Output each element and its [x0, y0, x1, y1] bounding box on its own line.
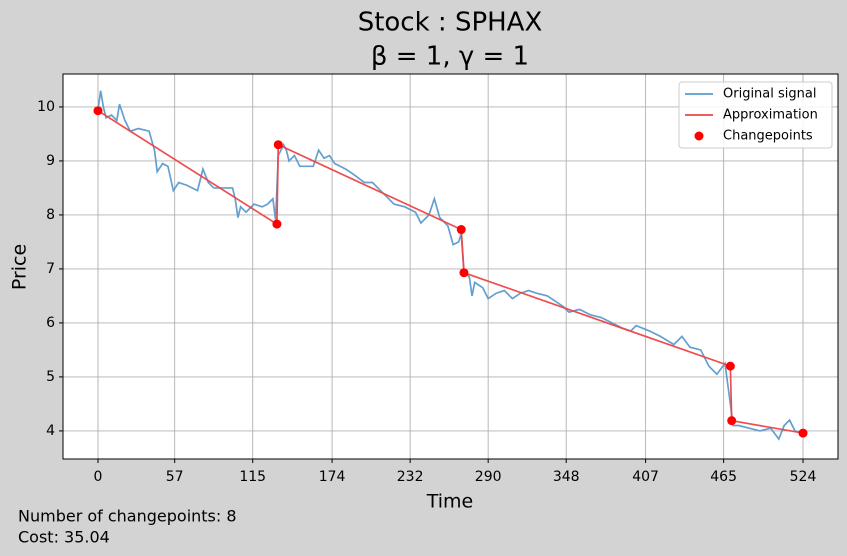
- series-line: [97, 110, 804, 434]
- chart-title: Stock : SPHAX: [358, 8, 543, 38]
- x-tick-label: 232: [397, 469, 424, 485]
- x-tick-label: 407: [632, 469, 659, 485]
- y-tick-label: 10: [37, 99, 55, 115]
- y-tick-label: 4: [46, 423, 55, 439]
- changepoint: [273, 140, 283, 150]
- legend-marker: [694, 131, 704, 141]
- y-tick-label: 8: [46, 207, 55, 223]
- x-tick-label: 290: [475, 469, 502, 485]
- legend-box: [678, 81, 833, 149]
- changepoint: [459, 268, 469, 278]
- changepoint: [725, 361, 735, 371]
- x-tick-label: 465: [710, 469, 737, 485]
- x-tick-label: 524: [790, 469, 817, 485]
- legend-label: Changepoints: [723, 129, 813, 144]
- series-line: [97, 90, 804, 441]
- plot-frame: [62, 73, 839, 460]
- x-tick-label: 348: [553, 469, 580, 485]
- changepoint: [798, 428, 808, 438]
- x-tick-label: 115: [239, 469, 266, 485]
- annotation: Number of changepoints: 8: [18, 507, 237, 526]
- x-tick-label: 174: [319, 469, 346, 485]
- changepoint: [727, 416, 737, 426]
- x-axis-label: Time: [426, 491, 474, 513]
- changepoint: [272, 219, 282, 229]
- legend-label: Approximation: [723, 108, 818, 123]
- annotation: Cost: 35.04: [18, 528, 110, 547]
- y-axis-label: Price: [9, 244, 31, 290]
- x-tick-label: 0: [94, 469, 103, 485]
- y-tick-label: 7: [46, 261, 55, 277]
- changepoint: [456, 225, 466, 235]
- x-tick-label: 57: [166, 469, 184, 485]
- y-tick-label: 6: [46, 315, 55, 331]
- legend-label: Original signal: [723, 87, 816, 102]
- y-tick-label: 5: [46, 369, 55, 385]
- chart-subtitle: β = 1, γ = 1: [371, 42, 529, 72]
- changepoint: [93, 106, 103, 116]
- y-tick-label: 9: [46, 153, 55, 169]
